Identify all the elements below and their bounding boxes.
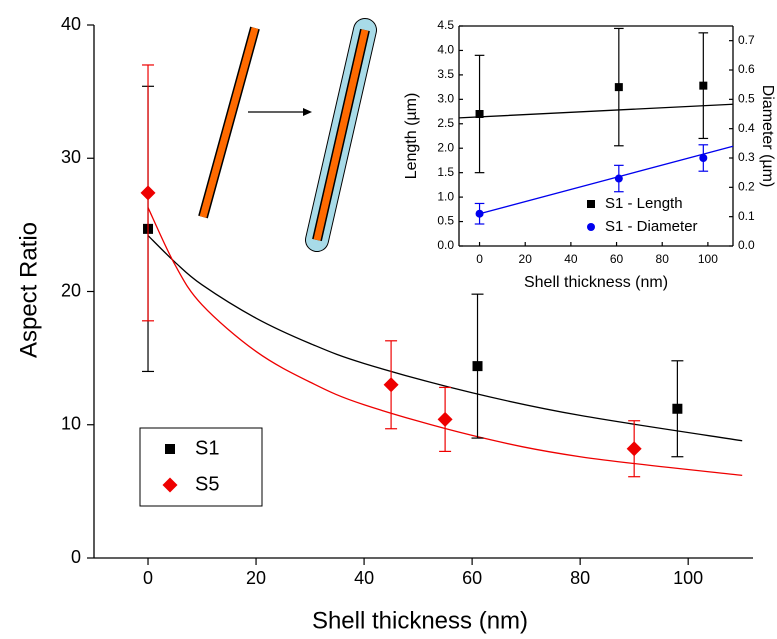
marker xyxy=(165,444,175,454)
marker xyxy=(699,81,708,90)
marker xyxy=(140,185,156,201)
y-tick-label: 1.5 xyxy=(437,165,454,179)
x-tick-label: 20 xyxy=(519,252,533,266)
y-axis-title: Aspect Ratio xyxy=(15,222,42,358)
schematic xyxy=(198,18,377,252)
x-tick-label: 60 xyxy=(610,252,624,266)
arrow-head xyxy=(303,108,312,116)
x-tick-label: 0 xyxy=(143,568,153,588)
y-tick-label: 1.0 xyxy=(437,189,454,203)
y2-tick-label: 0.4 xyxy=(738,121,755,135)
y2-tick-label: 0.0 xyxy=(738,238,755,252)
plot: 0 20 40 60 80 100 0 10 20 30 40 Shell thickness (nm… xyxy=(15,14,753,634)
y2-tick-label: 0.3 xyxy=(738,150,755,164)
marker xyxy=(475,110,484,118)
y2-tick-label: 0.5 xyxy=(738,92,755,106)
marker xyxy=(437,411,453,427)
y-tick-label: 0.0 xyxy=(437,238,454,252)
x-tick-label: 60 xyxy=(462,568,482,588)
fit-line xyxy=(147,235,743,442)
x-tick-label: 80 xyxy=(570,568,590,588)
legend-label: S1 - Length xyxy=(605,195,683,212)
marker xyxy=(672,403,683,414)
core xyxy=(313,29,369,241)
marker xyxy=(475,209,484,218)
fit-line xyxy=(458,103,734,119)
legend-label: S5 xyxy=(195,473,219,495)
marker xyxy=(699,154,708,162)
y2-tick-label: 0.6 xyxy=(738,62,755,76)
legend-label: S1 xyxy=(195,437,219,459)
y-tick-label: 2.5 xyxy=(437,116,454,130)
y-axis-title: Length (µm) xyxy=(403,93,420,180)
rod xyxy=(199,27,259,218)
y-tick-label: 20 xyxy=(61,280,81,300)
x-tick-label: 80 xyxy=(656,252,670,266)
x-tick-label: 40 xyxy=(564,252,578,266)
x-tick-label: 100 xyxy=(673,568,703,588)
marker xyxy=(162,477,178,493)
marker xyxy=(626,441,642,457)
y-tick-label: 4.5 xyxy=(437,18,454,32)
x-axis-title: Shell thickness (nm) xyxy=(312,607,528,634)
x-tick-label: 20 xyxy=(246,568,266,588)
y2-tick-label: 0.2 xyxy=(738,180,755,194)
x-tick-label: 0 xyxy=(476,252,483,266)
plot: 0 20 40 60 80 100 0.0 0.5 1.0 1.5 2.0 2.5 3.0 3.5 4.0 4… xyxy=(403,18,776,291)
y-tick-label: 0.5 xyxy=(437,214,454,228)
x-tick-label: 40 xyxy=(354,568,374,588)
y-tick-label: 3.5 xyxy=(437,67,454,81)
y-tick-label: 40 xyxy=(61,14,81,34)
marker xyxy=(614,174,623,183)
marker xyxy=(472,361,483,372)
y-tick-label: 4.0 xyxy=(437,43,454,57)
marker xyxy=(614,83,623,92)
legend-box xyxy=(139,427,263,507)
y2-axis-title: Diameter (µm) xyxy=(759,85,776,188)
x-tick-label: 100 xyxy=(698,252,718,266)
fit-line xyxy=(479,145,734,215)
legend-label: S1 - Diameter xyxy=(605,218,698,235)
y2-tick-label: 0.1 xyxy=(738,209,755,223)
marker xyxy=(587,223,595,231)
y-tick-label: 3.0 xyxy=(437,92,454,106)
y2-tick-label: 0.7 xyxy=(738,33,755,47)
x-axis-title: Shell thickness (nm) xyxy=(524,274,668,291)
y-tick-label: 0 xyxy=(71,547,81,567)
marker xyxy=(587,200,595,208)
marker xyxy=(383,377,399,393)
fit-line xyxy=(147,207,743,477)
y-tick-label: 10 xyxy=(61,414,81,434)
y-tick-label: 30 xyxy=(61,147,81,167)
y-tick-label: 2.0 xyxy=(437,140,454,154)
